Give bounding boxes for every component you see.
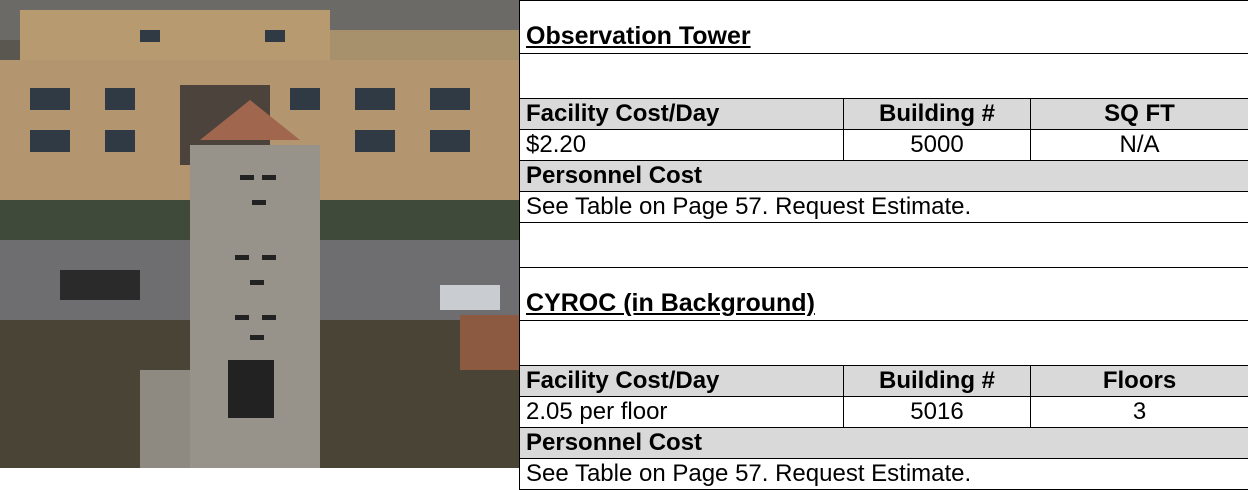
column-header: Facility Cost/Day xyxy=(520,99,844,130)
column-header: Floors xyxy=(1031,366,1248,397)
value-cell: 5000 xyxy=(844,130,1031,161)
section-title-row: CYROC (in Background) xyxy=(520,268,1248,321)
blank-cell xyxy=(520,54,1248,99)
value-cell: $2.20 xyxy=(520,130,844,161)
facility-photo xyxy=(0,0,519,468)
value-cell: 3 xyxy=(1031,397,1248,428)
personnel-label-row: Personnel Cost xyxy=(520,161,1248,192)
column-header: Building # xyxy=(844,366,1031,397)
blank-cell xyxy=(520,223,1248,268)
blank-row xyxy=(520,321,1248,366)
personnel-label: Personnel Cost xyxy=(520,428,1248,459)
blank-row xyxy=(520,223,1248,268)
value-cell: 5016 xyxy=(844,397,1031,428)
column-header: Building # xyxy=(844,99,1031,130)
section-title: CYROC (in Background) xyxy=(520,268,1248,321)
personnel-label-row: Personnel Cost xyxy=(520,428,1248,459)
personnel-text-row: See Table on Page 57. Request Estimate. xyxy=(520,459,1248,490)
personnel-text: See Table on Page 57. Request Estimate. xyxy=(520,459,1248,490)
blank-cell xyxy=(520,321,1248,366)
section-title: Observation Tower xyxy=(520,1,1248,54)
personnel-text: See Table on Page 57. Request Estimate. xyxy=(520,192,1248,223)
personnel-text-row: See Table on Page 57. Request Estimate. xyxy=(520,192,1248,223)
column-header: Facility Cost/Day xyxy=(520,366,844,397)
value-cell: 2.05 per floor xyxy=(520,397,844,428)
personnel-label: Personnel Cost xyxy=(520,161,1248,192)
column-header: SQ FT xyxy=(1031,99,1248,130)
value-cell: N/A xyxy=(1031,130,1248,161)
blank-row xyxy=(520,54,1248,99)
section-title-row: Observation Tower xyxy=(520,1,1248,54)
